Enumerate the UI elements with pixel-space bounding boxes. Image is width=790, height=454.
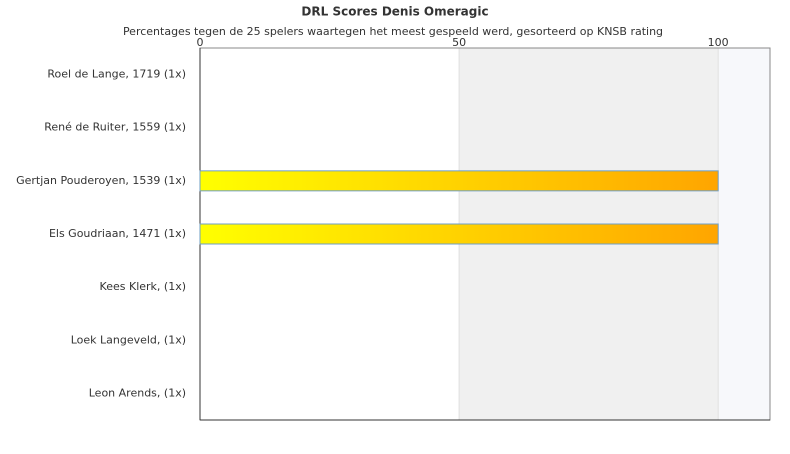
bar [199, 170, 719, 192]
x-tick-label: 0 [197, 36, 204, 49]
y-tick-label: Els Goudriaan, 1471 (1x) [49, 227, 186, 240]
x-tick-label: 100 [708, 36, 729, 49]
x-tick-label: 50 [452, 36, 466, 49]
bar [199, 223, 719, 245]
y-tick-label: Loek Langeveld, (1x) [71, 333, 186, 346]
chart-subtitle: Percentages tegen de 25 spelers waartege… [123, 25, 663, 38]
y-tick-label: Gertjan Pouderoyen, 1539 (1x) [16, 174, 186, 187]
chart-title: DRL Scores Denis Omeragic [301, 5, 488, 19]
y-tick-label: Roel de Lange, 1719 (1x) [47, 68, 186, 81]
band [718, 48, 770, 420]
y-tick-label: Kees Klerk, (1x) [100, 280, 186, 293]
y-tick-label: Leon Arends, (1x) [89, 386, 186, 399]
y-tick-label: René de Ruiter, 1559 (1x) [44, 121, 186, 134]
